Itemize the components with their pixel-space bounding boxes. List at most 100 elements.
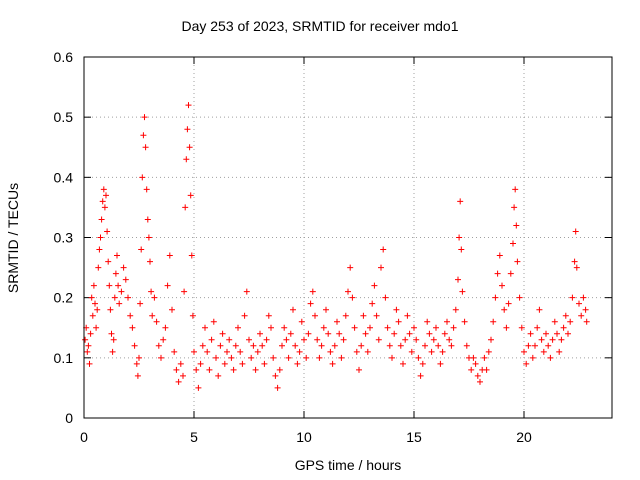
- data-point: [488, 336, 494, 343]
- data-point: [160, 336, 167, 343]
- data-point: [419, 360, 426, 367]
- data-point: [422, 342, 428, 349]
- data-point: [162, 324, 169, 331]
- data-point: [202, 324, 208, 331]
- data-point: [139, 174, 146, 181]
- data-point: [395, 318, 402, 325]
- data-point: [521, 348, 527, 355]
- data-point: [380, 246, 387, 253]
- data-point: [108, 330, 115, 337]
- data-point: [133, 360, 140, 367]
- y-tick-label: 0.6: [54, 49, 74, 65]
- data-point: [265, 312, 272, 319]
- series-srmtid: [82, 102, 590, 391]
- data-point: [89, 312, 96, 319]
- data-point: [193, 366, 200, 373]
- data-point: [408, 348, 415, 355]
- data-point: [213, 354, 219, 361]
- data-point: [224, 348, 230, 355]
- data-point: [513, 222, 520, 229]
- data-point: [402, 336, 409, 343]
- data-point: [199, 342, 206, 349]
- data-point: [189, 312, 196, 319]
- data-point: [197, 360, 204, 367]
- data-point: [100, 186, 107, 193]
- data-point: [173, 366, 180, 373]
- data-point: [134, 372, 141, 379]
- data-point: [187, 192, 194, 199]
- data-point: [109, 348, 116, 355]
- data-point: [210, 318, 217, 325]
- data-point: [268, 324, 274, 331]
- data-point: [296, 348, 303, 355]
- data-point: [492, 294, 499, 301]
- data-point: [510, 240, 516, 247]
- data-point: [147, 258, 153, 265]
- data-point: [512, 186, 519, 193]
- data-point: [107, 306, 114, 313]
- data-point: [540, 348, 547, 355]
- data-point: [181, 288, 188, 295]
- data-point: [549, 336, 556, 343]
- data-point: [433, 324, 439, 331]
- data-point: [457, 198, 464, 205]
- data-point: [305, 330, 312, 337]
- data-point: [204, 348, 211, 355]
- data-point: [499, 282, 505, 289]
- data-point: [551, 318, 558, 325]
- data-point: [272, 372, 279, 379]
- data-point: [294, 360, 301, 367]
- data-point: [318, 342, 325, 349]
- data-point: [169, 306, 175, 313]
- data-point: [138, 246, 145, 253]
- data-point: [140, 132, 147, 139]
- data-point: [82, 336, 89, 343]
- data-point: [274, 384, 281, 391]
- data-point: [538, 336, 545, 343]
- data-point: [182, 204, 189, 211]
- data-point: [84, 348, 91, 355]
- data-point: [426, 330, 433, 337]
- data-point: [252, 366, 259, 373]
- data-point: [507, 270, 514, 277]
- data-point: [558, 336, 565, 343]
- data-point: [184, 126, 191, 133]
- data-point: [261, 360, 268, 367]
- data-point: [287, 330, 294, 337]
- data-point: [177, 360, 184, 367]
- data-point: [259, 342, 266, 349]
- data-point: [439, 348, 446, 355]
- data-point: [219, 330, 226, 337]
- data-point: [556, 348, 563, 355]
- data-point: [532, 342, 538, 349]
- data-point: [565, 330, 571, 337]
- data-point: [450, 324, 457, 331]
- data-point: [303, 354, 310, 361]
- data-point: [263, 336, 270, 343]
- data-point: [243, 288, 250, 295]
- data-point: [314, 336, 321, 343]
- data-point: [472, 360, 479, 367]
- data-point: [547, 354, 554, 361]
- data-point: [583, 318, 590, 325]
- data-point: [415, 354, 422, 361]
- data-point: [208, 336, 215, 343]
- data-point: [382, 294, 389, 301]
- data-point: [369, 300, 376, 307]
- data-point: [188, 252, 195, 259]
- data-point: [230, 366, 237, 373]
- data-point: [228, 354, 235, 361]
- data-point: [534, 324, 541, 331]
- data-point: [149, 312, 156, 319]
- x-tick-label: 5: [190, 429, 198, 445]
- data-point: [485, 348, 492, 355]
- data-point: [312, 312, 318, 319]
- data-point: [118, 288, 125, 295]
- data-point: [137, 300, 144, 307]
- data-point: [446, 336, 453, 343]
- data-point: [125, 294, 131, 301]
- y-tick-label: 0.1: [54, 350, 74, 366]
- data-point: [536, 306, 543, 313]
- data-point: [481, 354, 488, 361]
- data-point: [292, 342, 299, 349]
